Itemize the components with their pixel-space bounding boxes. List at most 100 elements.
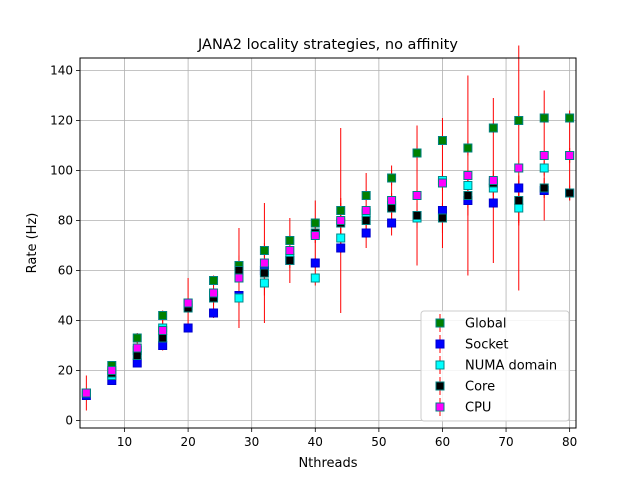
socket-point xyxy=(488,198,498,208)
socket-point xyxy=(209,308,219,318)
core-point xyxy=(514,196,524,205)
cpu-point xyxy=(132,343,142,353)
axis-ticks: 10 20 30 40 50 60 70 80 0 20 40 60 80 100 120 140 xyxy=(50,64,577,450)
cpu-point xyxy=(259,258,269,268)
socket-point xyxy=(336,243,346,253)
plot-frame xyxy=(79,57,577,429)
socket-point xyxy=(437,206,447,215)
x-tick-label: 50 xyxy=(371,435,386,449)
numa-domain-point xyxy=(336,233,346,243)
global-point xyxy=(539,113,549,123)
core-point xyxy=(132,351,142,360)
x-tick-label: 60 xyxy=(435,435,450,449)
x-tick-label: 70 xyxy=(498,435,513,449)
socket-point xyxy=(158,341,168,350)
legend-socket-marker xyxy=(435,339,445,349)
legend-cpu-label: CPU xyxy=(465,401,491,416)
core-point xyxy=(387,203,397,213)
cpu-point xyxy=(361,206,371,215)
cpu-point xyxy=(336,216,346,225)
global-point xyxy=(158,311,168,320)
cpu-point xyxy=(387,196,397,205)
core-point xyxy=(539,183,549,193)
core-point xyxy=(158,333,168,343)
x-tick-label: 10 xyxy=(117,435,132,449)
global-point xyxy=(259,246,269,255)
legend-global-label: Global xyxy=(465,317,506,332)
global-point xyxy=(514,116,524,125)
cpu-point xyxy=(285,246,295,255)
x-tick-label: 80 xyxy=(562,435,577,449)
global-point xyxy=(310,218,320,228)
global-point xyxy=(285,236,295,245)
cpu-point xyxy=(234,273,244,283)
cpu-point xyxy=(488,176,498,185)
y-axis-label: Rate (Hz) xyxy=(25,213,40,274)
numa-domain-point xyxy=(514,203,524,213)
cpu-point xyxy=(209,288,219,298)
cpu-point xyxy=(514,163,524,173)
numa-domain-point xyxy=(310,273,320,283)
x-tick-label: 30 xyxy=(244,435,259,449)
global-point xyxy=(209,276,219,285)
cpu-point xyxy=(437,178,447,188)
x-tick-label: 40 xyxy=(308,435,323,449)
core-point xyxy=(565,188,575,198)
socket-point xyxy=(361,228,371,238)
legend-cpu-marker xyxy=(435,402,445,412)
legend-core-marker xyxy=(435,381,445,391)
global-point xyxy=(488,123,498,133)
core-point xyxy=(463,191,473,200)
legend-numa-domain-label: NUMA domain xyxy=(465,359,557,374)
y-tick-label: 100 xyxy=(50,164,73,178)
numa-domain-point xyxy=(463,181,473,190)
y-tick-label: 0 xyxy=(65,414,73,428)
y-tick-label: 80 xyxy=(58,214,73,228)
cpu-point xyxy=(310,231,320,240)
socket-point xyxy=(132,358,142,368)
cpu-point xyxy=(158,326,168,335)
core-point xyxy=(412,211,422,220)
global-point xyxy=(437,136,447,145)
cpu-point xyxy=(81,388,91,398)
global-point xyxy=(336,206,346,215)
global-point xyxy=(412,148,422,158)
socket-point xyxy=(310,258,320,268)
global-point xyxy=(565,113,575,123)
cpu-point xyxy=(463,171,473,180)
global-point xyxy=(361,191,371,200)
socket-point xyxy=(514,183,524,193)
global-point xyxy=(387,173,397,183)
legend-numa-domain-marker xyxy=(435,360,445,370)
core-point xyxy=(259,268,269,278)
chart-title: JANA2 locality strategies, no affinity xyxy=(197,37,458,53)
numa-domain-point xyxy=(539,163,549,173)
core-point xyxy=(361,216,371,225)
cpu-point xyxy=(412,191,422,200)
x-tick-label: 20 xyxy=(180,435,195,449)
cpu-point xyxy=(183,298,193,308)
y-tick-label: 60 xyxy=(58,264,73,278)
socket-point xyxy=(387,218,397,228)
legend-socket-label: Socket xyxy=(465,338,509,353)
legend-box xyxy=(420,310,570,422)
y-tick-label: 120 xyxy=(50,114,73,128)
core-point xyxy=(437,213,447,223)
y-tick-label: 140 xyxy=(50,64,73,78)
core-point xyxy=(285,256,295,265)
legend: Global Socket NUMA domain Core CPU xyxy=(420,310,570,422)
numa-domain-point xyxy=(259,278,269,288)
y-tick-label: 20 xyxy=(58,364,73,378)
numa-domain-point xyxy=(234,293,244,303)
socket-point xyxy=(183,323,193,333)
cpu-point xyxy=(539,151,549,160)
cpu-point xyxy=(565,151,575,160)
y-tick-label: 40 xyxy=(58,314,73,328)
data-markers xyxy=(81,113,575,400)
x-axis-label: Nthreads xyxy=(298,456,357,471)
cpu-point xyxy=(107,366,117,375)
legend-global-marker xyxy=(435,318,445,328)
core-point xyxy=(234,266,244,275)
